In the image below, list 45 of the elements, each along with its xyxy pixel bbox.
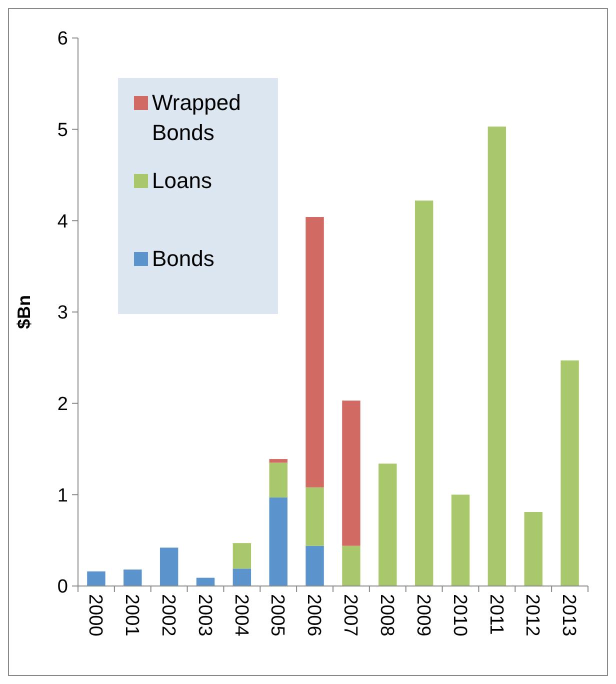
- bar: [269, 462, 288, 498]
- y-tick-label: 2: [57, 394, 68, 415]
- y-tick-label: 5: [57, 120, 68, 141]
- bar: [524, 512, 542, 586]
- bar: [488, 126, 506, 586]
- x-tick-label: 2013: [558, 594, 580, 636]
- bar: [342, 400, 360, 546]
- bar: [196, 578, 215, 586]
- bar: [560, 360, 579, 586]
- bar: [160, 548, 178, 586]
- x-tick-label: 2012: [522, 594, 543, 636]
- legend-label: Loans: [152, 167, 213, 195]
- x-tick-label: 2006: [303, 594, 324, 636]
- y-axis-title: $Bn: [14, 294, 34, 330]
- bar: [306, 487, 324, 546]
- x-tick-label: 2010: [448, 594, 470, 636]
- x-tick-label: 2005: [266, 594, 288, 636]
- bar: [269, 497, 288, 586]
- y-tick-label: 6: [57, 28, 68, 50]
- y-tick-label: 4: [57, 211, 68, 232]
- x-tick-label: 2011: [485, 594, 506, 635]
- bar: [232, 568, 252, 586]
- bar: [342, 546, 360, 586]
- bar: [378, 464, 397, 586]
- y-tick-label: 1: [57, 485, 68, 506]
- bar: [414, 200, 434, 586]
- x-tick-label: 2002: [157, 594, 178, 636]
- x-tick-label: 2007: [340, 594, 361, 636]
- x-tick-label: 2003: [194, 594, 215, 636]
- bar: [124, 570, 142, 586]
- legend-label: Bonds: [152, 245, 216, 273]
- bar: [306, 217, 324, 488]
- bar: [87, 571, 106, 586]
- x-tick-label: 2004: [230, 594, 252, 637]
- legend-label: Wrapped Bonds: [152, 89, 242, 147]
- bar: [451, 494, 470, 586]
- y-tick-label: 3: [57, 302, 68, 324]
- x-tick-label: 2009: [412, 594, 434, 636]
- x-tick-label: 2008: [376, 594, 397, 636]
- bar: [269, 459, 288, 463]
- x-tick-label: 2001: [120, 594, 142, 636]
- bar: [306, 546, 324, 586]
- bar: [232, 543, 252, 569]
- y-tick-label: 0: [57, 576, 68, 598]
- x-tick-label: 2000: [84, 594, 106, 636]
